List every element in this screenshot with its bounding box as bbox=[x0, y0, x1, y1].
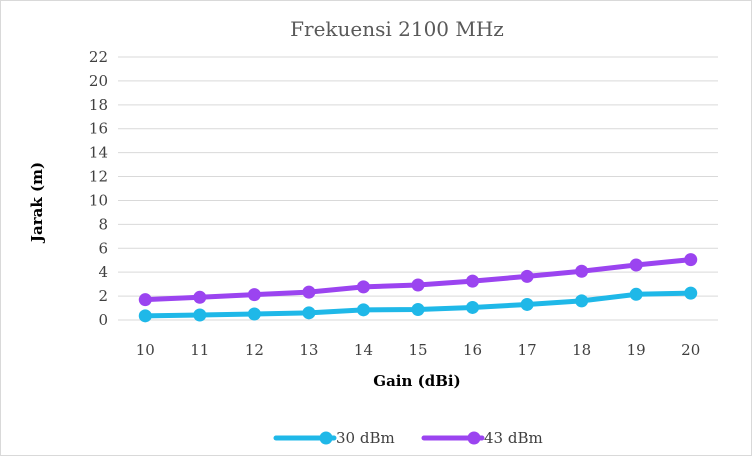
y-axis-tick-label: 16 bbox=[89, 120, 108, 138]
data-point bbox=[684, 253, 698, 267]
data-point bbox=[247, 307, 261, 321]
data-point bbox=[138, 309, 152, 323]
x-axis-tick-labels: 10 11 12 13 14 15 16 17 18 19 20 bbox=[136, 341, 701, 359]
y-axis-tick-labels: 0 2 4 6 8 10 12 14 16 18 20 22 bbox=[89, 48, 108, 329]
data-point bbox=[629, 287, 643, 301]
legend-label: 30 dBm bbox=[336, 429, 395, 447]
x-axis-tick-label: 11 bbox=[190, 341, 209, 359]
y-axis-tick-label: 12 bbox=[89, 168, 108, 186]
y-axis-tick-label: 6 bbox=[98, 239, 108, 257]
series-0 bbox=[138, 286, 698, 323]
series-layer bbox=[138, 253, 698, 323]
data-point bbox=[356, 280, 370, 294]
data-point bbox=[138, 293, 152, 307]
legend-label: 43 dBm bbox=[484, 429, 543, 447]
x-axis-tick-label: 14 bbox=[354, 341, 373, 359]
y-axis-tick-label: 2 bbox=[98, 287, 108, 305]
data-point bbox=[302, 285, 316, 299]
x-axis-title: Gain (dBi) bbox=[373, 372, 460, 390]
data-point bbox=[575, 294, 589, 308]
legend-marker bbox=[319, 431, 333, 445]
data-point bbox=[629, 258, 643, 272]
data-point bbox=[466, 274, 480, 288]
y-axis-tick-label: 14 bbox=[89, 144, 108, 162]
x-axis-tick-label: 20 bbox=[681, 341, 700, 359]
y-axis-tick-label: 10 bbox=[89, 191, 108, 209]
data-point bbox=[520, 297, 534, 311]
y-axis-tick-label: 8 bbox=[98, 215, 108, 233]
x-axis-tick-label: 15 bbox=[408, 341, 427, 359]
x-axis-tick-label: 17 bbox=[518, 341, 537, 359]
data-point bbox=[411, 302, 425, 316]
data-point bbox=[684, 286, 698, 300]
x-axis-tick-label: 10 bbox=[136, 341, 155, 359]
data-point bbox=[356, 303, 370, 317]
y-axis-tick-label: 22 bbox=[89, 48, 108, 66]
x-axis-tick-label: 19 bbox=[627, 341, 646, 359]
legend-item: 30 dBm bbox=[273, 429, 395, 447]
data-point bbox=[193, 290, 207, 304]
y-axis-tick-label: 20 bbox=[89, 72, 108, 90]
data-point bbox=[302, 306, 316, 320]
data-point bbox=[575, 264, 589, 278]
data-point bbox=[247, 288, 261, 302]
series-1 bbox=[138, 253, 698, 307]
data-point bbox=[466, 300, 480, 314]
legend-marker bbox=[467, 431, 481, 445]
y-axis-tick-label: 4 bbox=[98, 263, 108, 281]
y-axis-title: Jarak (m) bbox=[28, 162, 46, 244]
data-point bbox=[193, 308, 207, 322]
x-axis-tick-label: 16 bbox=[463, 341, 482, 359]
legend-item: 43 dBm bbox=[421, 429, 543, 447]
data-point bbox=[520, 269, 534, 283]
data-point bbox=[411, 278, 425, 292]
legend: 30 dBm 43 dBm bbox=[273, 429, 543, 447]
x-axis-tick-label: 12 bbox=[245, 341, 264, 359]
chart-title: Frekuensi 2100 MHz bbox=[290, 17, 504, 41]
x-axis-tick-label: 13 bbox=[299, 341, 318, 359]
x-axis-tick-label: 18 bbox=[572, 341, 591, 359]
y-axis-tick-label: 0 bbox=[98, 311, 108, 329]
y-axis-tick-label: 18 bbox=[89, 96, 108, 114]
